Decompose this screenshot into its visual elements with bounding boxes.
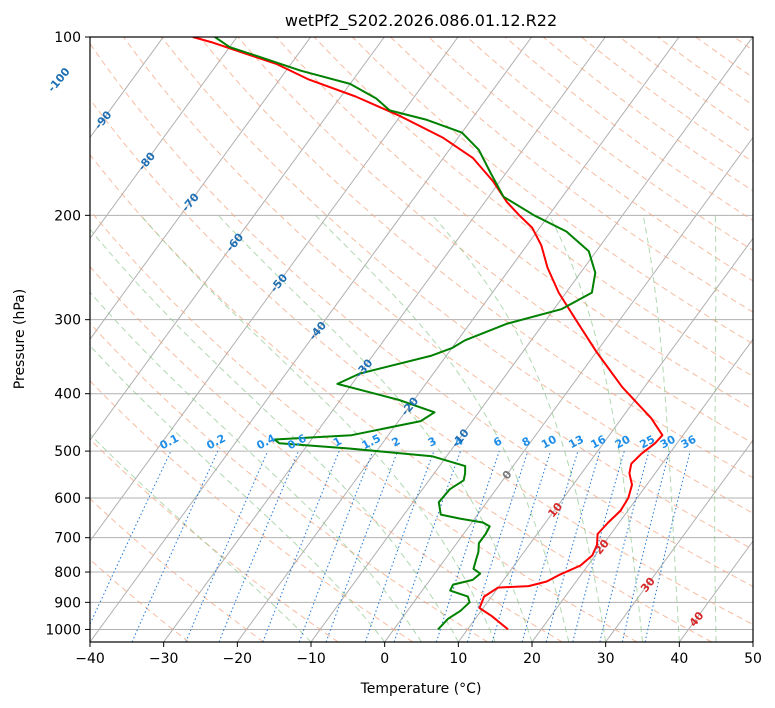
mixing-ratio-label: 30 [658, 433, 678, 452]
mixing-ratio-label: 20 [613, 433, 633, 452]
moist-adiabat-line [548, 215, 643, 642]
y-tick-label: 300 [54, 313, 81, 329]
plot-frame [89, 36, 754, 643]
x-axis: −40 −30 −20 −10 0 10 20 30 40 50 [75, 642, 762, 667]
mixing-ratio-line [218, 450, 299, 642]
isotherm-line [90, 37, 459, 542]
mixing-ratio-label: 13 [566, 433, 586, 452]
isotherm-line [163, 37, 606, 642]
x-tick-label: 50 [744, 651, 762, 667]
mixing-ratio-line [572, 450, 625, 642]
y-tick-label: 100 [54, 30, 81, 46]
dry-adiabat-line [90, 153, 712, 642]
y-axis: 1000 900 800 700 600 500 400 300 200 100 [45, 30, 90, 638]
mixing-ratio-line [325, 450, 399, 642]
y-tick-label: 700 [54, 531, 81, 547]
mixing-ratio-line [298, 450, 374, 642]
dewpoint-profile-line [214, 37, 597, 631]
isotherm-line [236, 37, 680, 642]
y-tick-label: 600 [54, 491, 81, 507]
isotherm-line [605, 439, 753, 642]
moist-adiabat-line [714, 215, 717, 642]
dry-adiabat-line [90, 209, 638, 642]
dry-adiabat-line [237, 37, 753, 444]
y-tick-label: 900 [54, 595, 81, 611]
x-axis-label: Temperature (°C) [360, 681, 482, 697]
mixing-ratio-line [262, 450, 340, 642]
mixing-ratio-line [185, 450, 269, 642]
mixing-ratio-line [521, 450, 579, 642]
moist-adiabat-line [140, 214, 496, 642]
y-axis-label: Pressure (hPa) [12, 289, 28, 389]
mixing-ratio-line [435, 450, 500, 642]
moist-adiabat-line [90, 291, 422, 642]
y-tick-label: 1000 [45, 622, 81, 638]
mixing-ratio-label: 10 [539, 433, 559, 452]
moist-adiabat-line [90, 228, 459, 642]
mixing-ratio-line [621, 450, 670, 642]
moist-adiabat-line [217, 214, 533, 642]
dry-adiabat-line [90, 42, 753, 588]
dry-adiabat-line [123, 37, 753, 551]
mixing-ratio-line [644, 450, 691, 642]
mixing-ratio-line [131, 450, 219, 642]
y-tick-label: 500 [54, 444, 81, 460]
chart-title: wetPf2_S202.2026.086.01.12.R22 [285, 11, 557, 31]
isotherm-line [90, 37, 533, 642]
x-tick-label: 20 [523, 651, 541, 667]
mixing-ratio-line [599, 450, 650, 642]
y-tick-label: 800 [54, 565, 81, 581]
dry-adiabat-line [90, 265, 563, 642]
dry-adiabat-line [161, 37, 753, 514]
mixing-ratio-label: 16 [589, 433, 609, 452]
mixing-ratio-line [364, 450, 435, 642]
mixing-ratio-label: 36 [679, 433, 699, 452]
x-tick-label: 0 [380, 651, 389, 667]
x-tick-label: 10 [449, 651, 467, 667]
moist-adiabat-line [90, 345, 386, 642]
dry-adiabat-line [90, 322, 488, 642]
y-tick-label: 200 [54, 208, 81, 224]
x-tick-label: −30 [149, 651, 179, 667]
isotherm-line [90, 37, 385, 442]
temperature-profile-line [192, 37, 664, 631]
mixing-ratio-line [491, 450, 552, 642]
dry-adiabat-line [90, 380, 414, 642]
dry-adiabat-line [313, 37, 753, 377]
mixing-ratio-line [545, 450, 601, 642]
plot-data-lines [192, 37, 664, 631]
isotherm-line [90, 37, 238, 240]
mixing-ratio-line [467, 450, 529, 642]
x-tick-label: 40 [670, 651, 688, 667]
moist-adiabat-line [642, 215, 680, 642]
y-tick-label: 400 [54, 387, 81, 403]
isotherm-line [457, 237, 753, 642]
x-tick-label: −20 [223, 651, 253, 667]
mixing-ratio-label: 25 [638, 433, 658, 452]
x-tick-label: −40 [75, 651, 105, 667]
moist-adiabat-line [431, 214, 607, 642]
isotherm-line [90, 37, 312, 341]
moist-adiabat-line [90, 433, 312, 642]
dry-adiabat-line [90, 98, 753, 626]
x-tick-label: −10 [296, 651, 326, 667]
x-tick-label: 30 [597, 651, 615, 667]
